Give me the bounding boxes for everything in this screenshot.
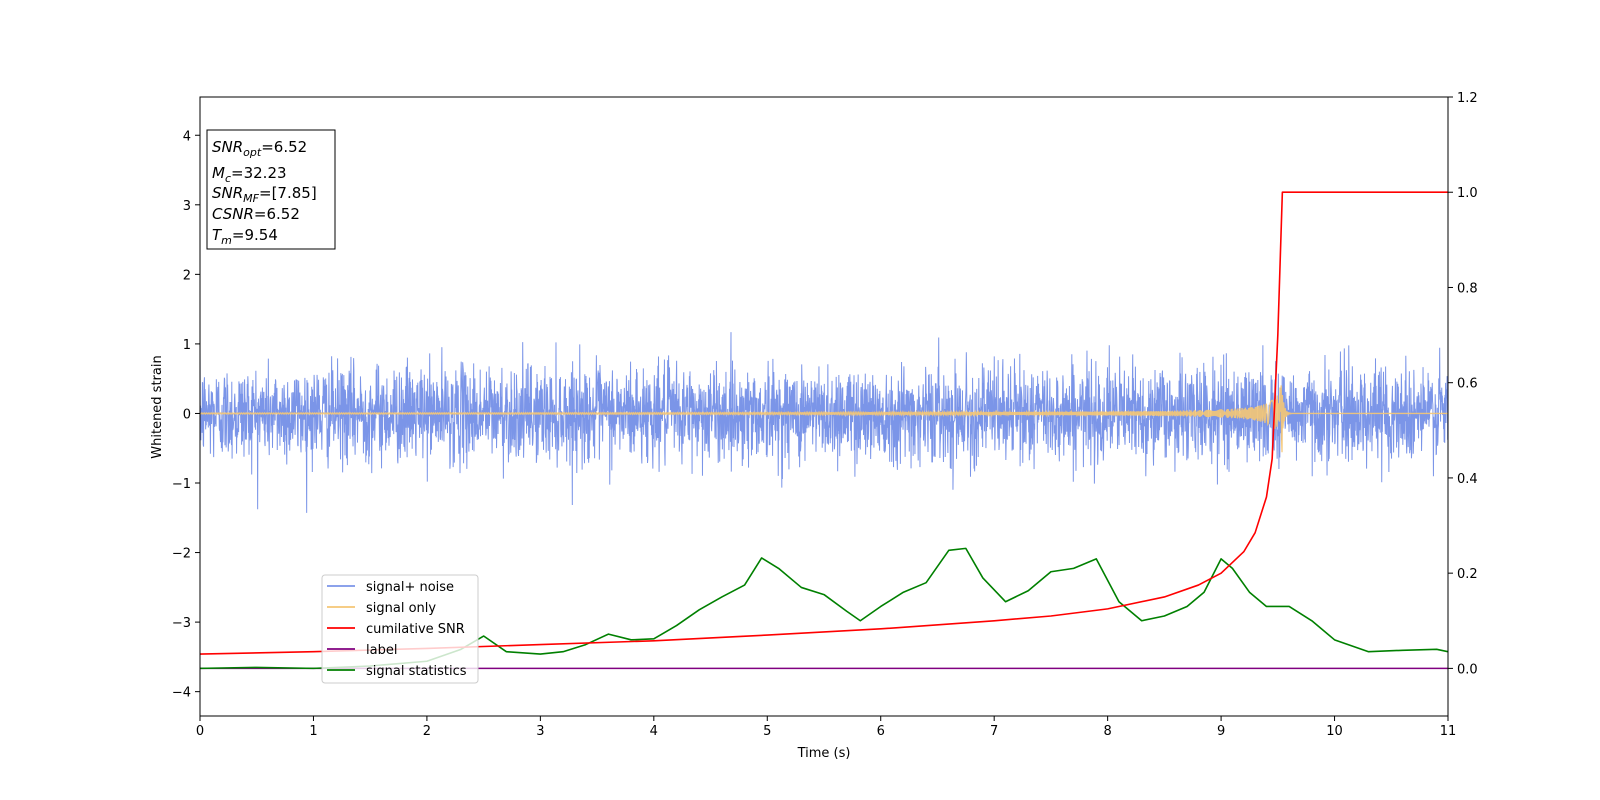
- x-tick-label: 1: [309, 724, 317, 739]
- legend-frame: [321, 574, 479, 684]
- x-tick-label: 10: [1326, 724, 1343, 739]
- annotation-frame: [206, 129, 336, 250]
- x-tick-label: 6: [877, 724, 885, 739]
- series-cumulative-snr-line: [200, 191, 1448, 655]
- annotation-line: CSNR=6.52: [212, 205, 300, 223]
- y2-tick-label: 1.0: [1457, 186, 1478, 201]
- stats-annotation-box: SNRopt=6.52 Mc=32.23SNRMF=[7.85]CSNR=6.52…: [206, 129, 336, 250]
- y-axis-right: 1.2 1.0 0.8 0.6 0.4 0.2 0.0: [1448, 91, 1478, 677]
- series-signal-only-line: [200, 385, 1448, 453]
- y-tick-label: −4: [172, 686, 191, 701]
- x-tick-label: 5: [763, 724, 771, 739]
- legend: signal+ noise signal only cumilative SNR la…: [321, 574, 479, 684]
- x-tick-label: 4: [650, 724, 658, 739]
- x-tick-label: 0: [196, 724, 204, 739]
- y-tick-label: 0: [183, 407, 191, 422]
- x-tick-label: 2: [423, 724, 431, 739]
- legend-entry: signal+ noise: [366, 580, 454, 595]
- legend-entry: signal only: [366, 601, 436, 616]
- y2-tick-label: 0.2: [1457, 567, 1478, 582]
- y-tick-label: 3: [183, 199, 191, 214]
- y-tick-label: −2: [172, 547, 191, 562]
- y-tick-label: 2: [183, 268, 191, 283]
- y2-tick-label: 0.4: [1457, 472, 1478, 487]
- y-tick-label: −3: [172, 616, 191, 631]
- y2-tick-label: 0.0: [1457, 662, 1478, 677]
- x-tick-label: 9: [1217, 724, 1225, 739]
- series-signal-statistics-line: [200, 547, 1448, 670]
- x-axis: 0 1 2 3 4 5 6 7 8 9 10 11: [196, 716, 1456, 739]
- x-tick-label: 11: [1440, 724, 1457, 739]
- annotation-line: Mc=32.23: [212, 164, 287, 185]
- y2-tick-label: 1.2: [1457, 91, 1478, 106]
- y-tick-label: −1: [172, 477, 191, 492]
- annotation-line: SNRMF=[7.85]: [212, 184, 317, 205]
- x-tick-label: 8: [1103, 724, 1111, 739]
- y2-tick-label: 0.8: [1457, 281, 1478, 296]
- y-axis-label: Whitened strain: [150, 355, 165, 458]
- annotation-line: SNRopt=6.52: [212, 138, 307, 159]
- y-axis-left: 4 3 2 1 0 −1 −2 −3 −4: [172, 129, 200, 701]
- legend-entry: cumilative SNR: [366, 622, 465, 637]
- x-tick-label: 3: [536, 724, 544, 739]
- x-axis-label: Time (s): [797, 746, 851, 761]
- y-tick-label: 1: [183, 338, 191, 353]
- annotation-line: Tm=9.54: [212, 226, 278, 247]
- x-tick-label: 7: [990, 724, 998, 739]
- legend-entry: signal statistics: [366, 664, 467, 679]
- plot-frame: [199, 96, 1449, 717]
- y2-tick-label: 0.6: [1457, 377, 1478, 392]
- y-tick-label: 4: [183, 129, 191, 144]
- legend-entry: label: [366, 643, 397, 658]
